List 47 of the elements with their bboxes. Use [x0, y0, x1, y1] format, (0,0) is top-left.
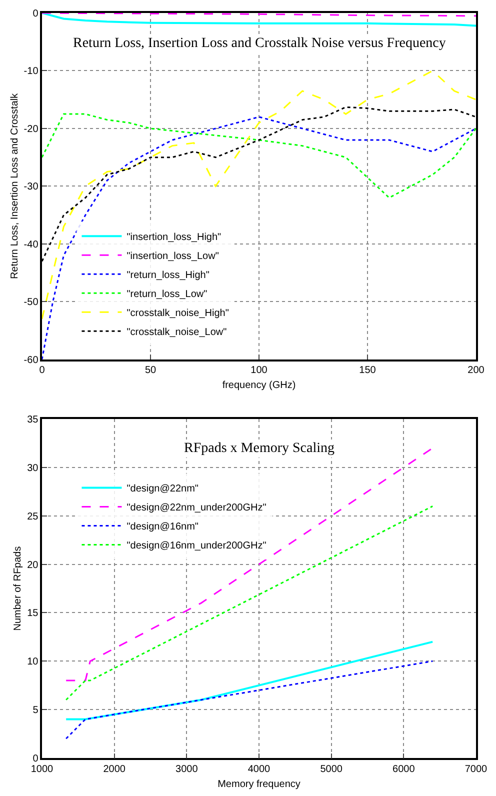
line-series [42, 13, 476, 27]
legend-label: "crosstalk_noise_Low" [126, 326, 228, 338]
y-tick-label: 10 [27, 656, 39, 668]
y-tick-label: 20 [27, 560, 39, 571]
legend-label: "design@16nm_under200GHz" [126, 540, 267, 552]
line-series [65, 660, 434, 740]
legend-label: "insertion_loss_High" [126, 232, 222, 243]
x-tick-label: 100 [250, 365, 268, 376]
x-tick-label: 7000 [464, 764, 488, 775]
y-tick-label: 0 [32, 8, 39, 20]
line-series [42, 116, 476, 360]
x-tick-label: 2000 [103, 764, 126, 775]
y-tick-label: 30 [27, 462, 39, 474]
y-tick-label: 25 [27, 511, 39, 522]
x-tick-label: 4000 [248, 764, 271, 775]
text: Return Loss, Insertion Loss and Crosstalk Noise versus Frequency [73, 36, 446, 51]
x-axis-title: Memory frequency [218, 778, 300, 790]
y-tick-label: -60 [24, 354, 39, 366]
y-axis-title: Number of RFpads [12, 546, 24, 631]
legend-label: "design@22nm_under200GHz" [126, 502, 267, 514]
legend-label: "design@16nm" [126, 522, 199, 533]
x-axis-title: frequency (GHz) [222, 380, 296, 392]
y-tick-label: -10 [24, 66, 39, 78]
legend-label: "return_loss_Low" [126, 288, 208, 300]
y-tick-label: -20 [24, 124, 39, 135]
x-tick-label: 200 [468, 365, 485, 376]
legend-label: "crosstalk_noise_High" [126, 308, 230, 319]
line-series [42, 113, 476, 199]
legend-label: "design@22nm" [126, 484, 199, 495]
y-tick-label: 15 [27, 608, 39, 620]
legend-label: "insertion_loss_Low" [126, 250, 220, 262]
line-series [42, 70, 476, 320]
y-tick-label: -30 [24, 182, 39, 193]
text: RFpads x Memory Scaling [184, 441, 334, 456]
y-axis-title: Return Loss, Insertion Loss and Crosstalk [9, 92, 20, 280]
y-tick-label: 0 [32, 754, 39, 765]
y-tick-label: -40 [24, 239, 39, 250]
x-tick-label: 50 [144, 365, 156, 376]
y-tick-label: 35 [27, 414, 39, 426]
legend-label: "return_loss_High" [126, 270, 210, 281]
x-tick-label: 150 [359, 365, 376, 376]
x-tick-label: 6000 [392, 764, 416, 775]
x-tick-label: 3000 [176, 764, 198, 775]
x-tick-label: 5000 [320, 764, 343, 775]
y-tick-label: 5 [32, 705, 39, 716]
y-tick-label: -50 [24, 297, 39, 308]
x-tick-label: 1000 [30, 764, 54, 775]
